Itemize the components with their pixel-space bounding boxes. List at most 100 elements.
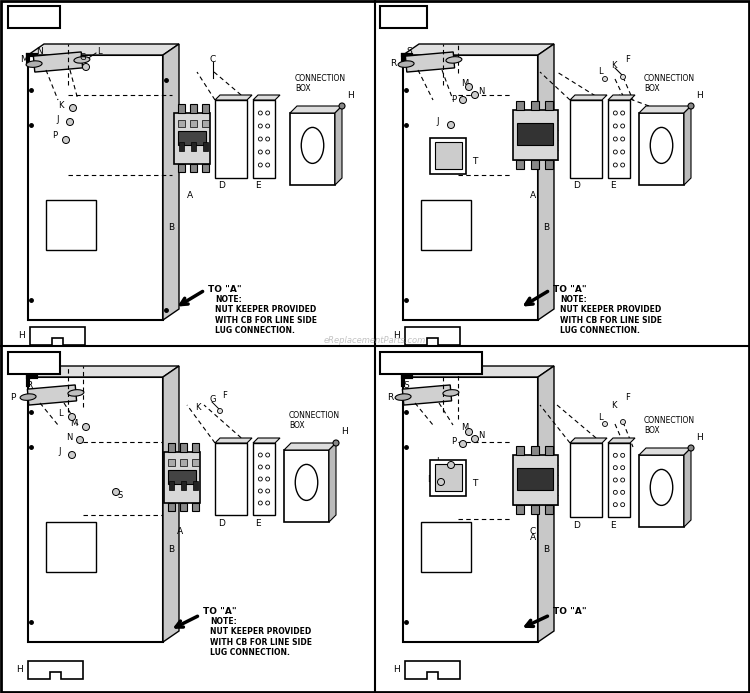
Text: L: L bbox=[97, 46, 102, 55]
Circle shape bbox=[217, 408, 223, 414]
Bar bbox=[530, 446, 538, 455]
Bar bbox=[512, 455, 557, 505]
Polygon shape bbox=[163, 366, 179, 642]
Circle shape bbox=[76, 437, 83, 444]
Ellipse shape bbox=[650, 469, 673, 505]
Bar bbox=[430, 138, 466, 174]
Polygon shape bbox=[403, 44, 554, 55]
Bar bbox=[28, 55, 163, 320]
Circle shape bbox=[472, 91, 478, 98]
Circle shape bbox=[620, 75, 626, 80]
Circle shape bbox=[621, 137, 625, 141]
Circle shape bbox=[448, 462, 454, 468]
Circle shape bbox=[614, 478, 617, 482]
Text: NOTE:
NUT KEEPER PROVIDED
WITH CB FOR LINE SIDE
LUG CONNECTION.: NOTE: NUT KEEPER PROVIDED WITH CB FOR LI… bbox=[210, 617, 312, 657]
Circle shape bbox=[266, 137, 270, 141]
Bar bbox=[179, 142, 184, 151]
Text: H: H bbox=[696, 432, 703, 441]
Circle shape bbox=[614, 111, 617, 115]
Bar bbox=[28, 377, 163, 642]
Polygon shape bbox=[30, 327, 85, 345]
Circle shape bbox=[82, 64, 89, 71]
Bar bbox=[545, 101, 553, 110]
Bar bbox=[202, 104, 209, 112]
Circle shape bbox=[62, 137, 70, 143]
Circle shape bbox=[258, 489, 262, 493]
Bar bbox=[284, 450, 329, 522]
Polygon shape bbox=[684, 106, 691, 185]
Text: TO "A": TO "A" bbox=[203, 608, 237, 617]
Text: H: H bbox=[16, 665, 23, 674]
Circle shape bbox=[688, 445, 694, 451]
Text: N: N bbox=[478, 430, 484, 439]
Bar bbox=[253, 100, 275, 178]
Circle shape bbox=[621, 478, 625, 482]
Bar bbox=[421, 522, 471, 572]
Polygon shape bbox=[403, 385, 451, 405]
Text: B: B bbox=[543, 222, 549, 231]
Circle shape bbox=[266, 124, 270, 128]
Bar bbox=[170, 481, 174, 490]
Polygon shape bbox=[163, 44, 179, 320]
Circle shape bbox=[621, 163, 625, 167]
Text: P: P bbox=[10, 392, 15, 401]
Circle shape bbox=[614, 163, 617, 167]
Text: D: D bbox=[218, 182, 225, 191]
Circle shape bbox=[460, 441, 466, 448]
Text: CONNECTION
BOX: CONNECTION BOX bbox=[295, 73, 346, 93]
Circle shape bbox=[614, 137, 617, 141]
Text: B: B bbox=[168, 222, 174, 231]
Circle shape bbox=[621, 466, 625, 470]
Ellipse shape bbox=[395, 394, 411, 401]
Bar bbox=[190, 120, 197, 127]
Ellipse shape bbox=[398, 61, 414, 67]
Text: E: E bbox=[610, 520, 616, 529]
Text: C: C bbox=[210, 55, 216, 64]
Circle shape bbox=[68, 452, 76, 459]
Text: CONNECTION
BOX: CONNECTION BOX bbox=[289, 410, 340, 430]
Text: S: S bbox=[403, 380, 409, 389]
Bar bbox=[203, 142, 208, 151]
Polygon shape bbox=[28, 385, 76, 405]
Bar bbox=[215, 443, 247, 515]
Bar bbox=[46, 522, 96, 572]
Circle shape bbox=[621, 124, 625, 128]
Bar bbox=[190, 164, 197, 172]
Bar bbox=[530, 505, 538, 514]
Text: eReplacementParts.com: eReplacementParts.com bbox=[324, 336, 426, 345]
Text: FG: FG bbox=[393, 10, 414, 24]
Text: TO "A": TO "A" bbox=[553, 608, 586, 617]
Text: H: H bbox=[18, 331, 25, 340]
Text: E: E bbox=[610, 182, 616, 191]
Bar bbox=[570, 100, 602, 178]
Circle shape bbox=[258, 124, 262, 128]
Circle shape bbox=[266, 111, 270, 115]
Polygon shape bbox=[28, 366, 179, 377]
Bar bbox=[182, 481, 186, 490]
Circle shape bbox=[266, 465, 270, 469]
Bar bbox=[174, 112, 210, 164]
Polygon shape bbox=[608, 438, 635, 443]
Bar bbox=[192, 459, 199, 466]
Bar bbox=[608, 100, 630, 178]
Text: M: M bbox=[20, 55, 28, 64]
Bar bbox=[8, 6, 60, 28]
Circle shape bbox=[614, 502, 617, 507]
Bar bbox=[516, 160, 524, 169]
Bar bbox=[639, 113, 684, 185]
Text: KG: KG bbox=[23, 10, 45, 24]
Circle shape bbox=[68, 414, 76, 421]
Circle shape bbox=[333, 440, 339, 446]
Circle shape bbox=[621, 502, 625, 507]
Circle shape bbox=[602, 421, 608, 426]
Text: C: C bbox=[530, 527, 536, 536]
Polygon shape bbox=[253, 95, 280, 100]
Circle shape bbox=[614, 124, 617, 128]
Text: L: L bbox=[598, 412, 603, 421]
Circle shape bbox=[258, 150, 262, 154]
Text: M: M bbox=[461, 423, 468, 432]
Bar bbox=[434, 464, 461, 491]
Text: CONNECTION
BOX: CONNECTION BOX bbox=[644, 73, 695, 93]
Text: G: G bbox=[209, 396, 215, 405]
Bar bbox=[517, 468, 553, 490]
